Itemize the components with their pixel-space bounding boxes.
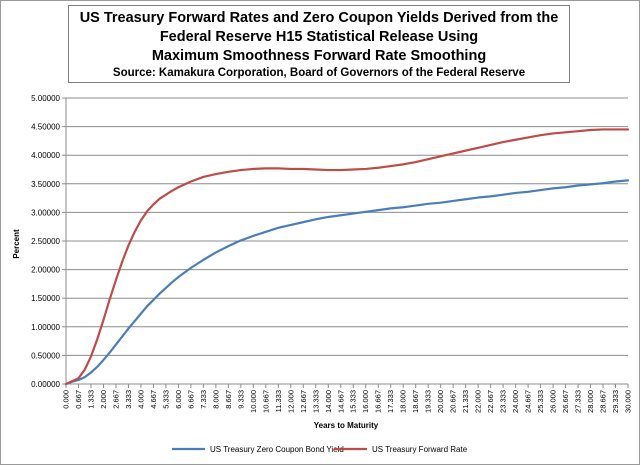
x-tick-label: 16.667: [374, 390, 383, 413]
x-tick-label: 0.000: [62, 390, 71, 409]
x-tick-label: 24.000: [511, 390, 520, 413]
x-tick-label: 22.667: [486, 390, 495, 413]
x-tick-label: 5.333: [161, 390, 170, 409]
y-tick-label: 4.50000: [31, 123, 60, 132]
x-tick-label: 14.667: [336, 390, 345, 413]
x-tick-label: 18.667: [411, 390, 420, 413]
y-tick-label: 0.00000: [31, 380, 60, 389]
legend-label: US Treasury Forward Rate: [372, 445, 468, 454]
x-tick-label: 28.000: [586, 390, 595, 413]
legend-label: US Treasury Zero Coupon Bond Yield: [210, 445, 344, 454]
series-line-forward-rate: [64, 128, 630, 386]
chart-title-line-2: Federal Reserve H15 Statistical Release …: [159, 29, 479, 45]
x-tick-label: 9.333: [236, 390, 245, 409]
x-tick-label: 6.667: [186, 390, 195, 409]
x-axis-label: Years to Maturity: [314, 421, 379, 430]
x-tick-label: 15.333: [349, 390, 358, 413]
x-tick-label: 21.333: [461, 390, 470, 413]
gridlines: [65, 97, 628, 385]
x-tick-label: 12.667: [299, 390, 308, 413]
y-tick-label: 1.00000: [31, 323, 60, 332]
y-axis-ticks: 0.00000 0.50000 1.00000 1.50000 2.00000 2.500…: [31, 94, 66, 389]
x-tick-label: 24.667: [524, 390, 533, 413]
series-lines: [64, 128, 630, 386]
x-tick-label: 8.667: [224, 390, 233, 409]
x-tick-label: 0.667: [74, 390, 83, 409]
x-tick-label: 30.000: [624, 390, 633, 413]
x-tick-label: 17.333: [386, 390, 395, 413]
x-tick-label: 10.667: [261, 390, 270, 413]
x-tick-label: 20.667: [449, 390, 458, 413]
x-tick-label: 25.333: [536, 390, 545, 413]
x-tick-label: 16.000: [361, 390, 370, 413]
x-tick-label: 6.000: [174, 390, 183, 409]
x-tick-label: 8.000: [211, 390, 220, 409]
chart-subtitle: Source: Kamakura Corporation, Board of G…: [112, 67, 526, 79]
chart-title-line-1: US Treasury Forward Rates and Zero Coupo…: [79, 10, 559, 26]
x-axis-ticks: 0.000 0.667 1.333 2.000 2.667 3.333 4.000 4.667…: [62, 384, 633, 413]
legend: US Treasury Zero Coupon Bond Yield US Tre…: [172, 445, 468, 454]
x-tick-label: 28.667: [599, 390, 608, 413]
series-line-zero-coupon-yield: [64, 179, 630, 386]
x-tick-label: 13.333: [311, 390, 320, 413]
x-tick-label: 26.667: [561, 390, 570, 413]
x-tick-label: 14.000: [324, 390, 333, 413]
x-tick-label: 12.000: [286, 390, 295, 413]
y-tick-label: 5.00000: [31, 94, 60, 103]
x-tick-label: 27.333: [574, 390, 583, 413]
x-tick-label: 2.667: [111, 390, 120, 409]
x-tick-label: 4.000: [136, 390, 145, 409]
y-tick-label: 3.50000: [31, 180, 60, 189]
x-tick-label: 26.000: [549, 390, 558, 413]
y-tick-label: 4.00000: [31, 151, 60, 160]
y-tick-label: 3.00000: [31, 208, 60, 217]
x-tick-label: 1.333: [86, 390, 95, 409]
x-tick-label: 23.333: [499, 390, 508, 413]
x-tick-label: 7.333: [199, 390, 208, 409]
x-tick-label: 3.333: [124, 390, 133, 409]
y-tick-label: 1.50000: [31, 294, 60, 303]
x-tick-label: 29.333: [611, 390, 620, 413]
x-tick-label: 11.333: [274, 390, 283, 412]
x-tick-label: 4.667: [149, 390, 158, 409]
x-tick-label: 18.000: [399, 390, 408, 413]
x-tick-label: 2.000: [99, 390, 108, 409]
y-tick-label: 2.50000: [31, 237, 60, 246]
x-tick-label: 20.000: [436, 390, 445, 413]
x-tick-label: 22.000: [474, 390, 483, 413]
y-tick-label: 0.50000: [31, 351, 60, 360]
chart-title-line-3: Maximum Smoothness Forward Rate Smoothin…: [151, 48, 487, 64]
x-tick-label: 19.333: [424, 390, 433, 413]
y-axis-label: Percent: [12, 229, 21, 259]
chart-title-box: US Treasury Forward Rates and Zero Coupo…: [68, 5, 570, 83]
y-tick-label: 2.00000: [31, 266, 60, 275]
x-tick-label: 10.000: [249, 390, 258, 413]
